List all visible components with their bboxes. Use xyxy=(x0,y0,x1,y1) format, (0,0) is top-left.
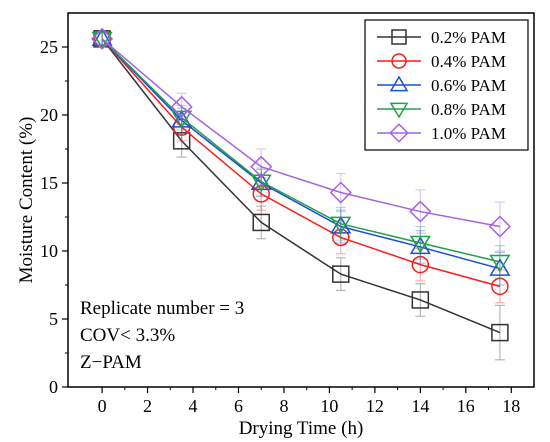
data-point xyxy=(171,110,193,129)
series-line xyxy=(101,38,501,270)
data-point xyxy=(489,254,511,273)
x-tick-label: 8 xyxy=(279,396,288,416)
series-5 xyxy=(91,27,511,252)
data-point xyxy=(411,255,430,274)
data-point xyxy=(91,27,114,50)
y-tick-label: 25 xyxy=(40,37,58,57)
data-point xyxy=(330,216,352,235)
data-point xyxy=(488,215,511,238)
series-line xyxy=(101,38,501,288)
annotations: Replicate number = 3 COV< 3.3% Z−PAM xyxy=(80,298,244,373)
data-point xyxy=(409,200,432,223)
x-tick-label: 10 xyxy=(320,396,338,416)
legend-marker xyxy=(391,53,407,69)
data-point xyxy=(409,235,431,254)
annotation-text: COV< 3.3% xyxy=(80,325,175,346)
legend-marker xyxy=(389,123,409,143)
legend-label: 1.0% PAM xyxy=(431,124,506,143)
x-tick-label: 14 xyxy=(411,396,429,416)
legend-marker xyxy=(389,75,409,92)
x-tick-label: 0 xyxy=(98,396,107,416)
legend: 0.2% PAM 0.4% PAM 0.6% PAM 0.8% PAM 1.0% PAM xyxy=(364,19,529,151)
x-tick-label: 16 xyxy=(457,396,475,416)
legend-item: 0.8% PAM xyxy=(377,100,506,119)
legend-item: 0.2% PAM xyxy=(377,28,506,47)
data-point xyxy=(329,181,352,204)
legend-item: 0.4% PAM xyxy=(377,52,506,71)
axes: 0 2 4 6 8 10 12 14 16 18 0 5 10 15 20 25 xyxy=(40,37,520,416)
data-point xyxy=(489,258,511,276)
series-line xyxy=(101,38,501,263)
data-point xyxy=(91,28,113,46)
plot-marks xyxy=(91,27,511,361)
annotation-text: Z−PAM xyxy=(80,352,142,373)
data-point xyxy=(491,277,509,296)
legend-marker xyxy=(391,29,407,45)
data-point xyxy=(411,291,430,309)
data-point xyxy=(491,323,509,342)
legend-label: 0.2% PAM xyxy=(431,28,506,47)
y-tick-label: 15 xyxy=(40,173,58,193)
x-axis-label: Drying Time (h) xyxy=(239,418,364,439)
legend-marker xyxy=(389,102,409,119)
x-tick-label: 2 xyxy=(143,396,152,416)
y-tick-label: 0 xyxy=(49,377,58,397)
legend-label: 0.4% PAM xyxy=(431,52,506,71)
data-point xyxy=(170,95,193,118)
y-tick-label: 10 xyxy=(40,241,58,261)
data-point xyxy=(172,132,191,150)
legend-label: 0.6% PAM xyxy=(431,76,506,95)
series-4 xyxy=(91,31,511,279)
plot-frame xyxy=(67,12,535,388)
series-line xyxy=(101,38,501,334)
legend-item: 0.6% PAM xyxy=(377,75,506,95)
x-tick-label: 12 xyxy=(366,396,384,416)
data-point xyxy=(332,265,350,283)
x-tick-label: 4 xyxy=(189,396,198,416)
legend-item: 1.0% PAM xyxy=(377,123,506,143)
x-tick-label: 18 xyxy=(502,396,520,416)
y-axis-label: Moisture Content (%) xyxy=(16,117,37,284)
y-tick-label: 5 xyxy=(49,309,58,329)
data-point xyxy=(332,228,350,247)
data-point xyxy=(252,185,270,203)
data-point xyxy=(91,31,113,50)
annotation-text: Replicate number = 3 xyxy=(80,298,244,319)
data-point xyxy=(250,155,273,178)
y-tick-label: 20 xyxy=(40,105,58,125)
data-point xyxy=(250,174,272,193)
legend-label: 0.8% PAM xyxy=(431,100,506,119)
data-point xyxy=(252,213,270,232)
series-line xyxy=(101,38,501,228)
x-tick-label: 6 xyxy=(234,396,243,416)
